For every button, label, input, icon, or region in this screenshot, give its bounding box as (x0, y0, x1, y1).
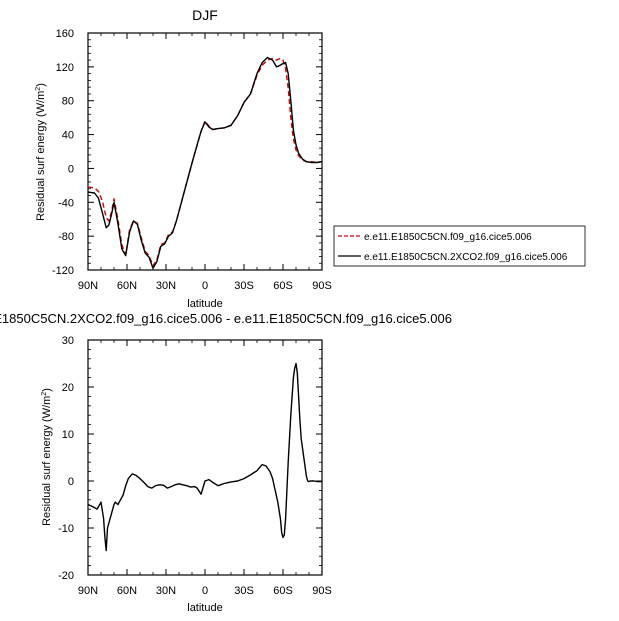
chart-bottom-xtick-label: 30N (156, 585, 176, 597)
chart-bottom-xtick-label: 60N (117, 585, 137, 597)
chart-top-xtick-label: 90S (312, 280, 332, 292)
chart-top-xtick-label: 60S (273, 280, 293, 292)
chart-top-ylabel-close: ) (35, 83, 47, 87)
chart-top-ylabel-sup: 2 (35, 87, 42, 91)
chart-top-ylabel: Residual surf energy (W/m2) (35, 83, 47, 221)
chart-top-ytick-label: 40 (62, 130, 74, 142)
chart-top: DJF 90N 60N 30N 0 30S 60S 90S -120 -80 -40 0 40 80 12… (35, 7, 332, 310)
chart-top-series-group (88, 56, 322, 269)
chart-top-series-line-0 (88, 57, 322, 267)
chart-bottom-ylabel: Residual surf energy (W/m2) (41, 388, 53, 526)
chart-bottom-series-line-0 (88, 362, 322, 552)
chart-bottom-plot-frame (87, 339, 323, 576)
chart-bottom-ytick-label: -10 (58, 523, 74, 535)
chart-bottom-xtick-label: 90S (312, 585, 332, 597)
chart-top-xtick-label: 30S (234, 280, 254, 292)
chart-bottom-xtick-label: 90N (78, 585, 98, 597)
chart-top-ticks: 90N 60N 30N 0 30S 60S 90S -120 -80 -40 0 40 80 120 160 (52, 28, 332, 292)
chart-bottom-xtick-label: 30S (234, 585, 254, 597)
chart-top-ytick-label: -120 (52, 265, 74, 277)
chart-bottom-series-group (88, 362, 322, 552)
chart-top-xtick-label: 0 (202, 280, 208, 292)
chart-bottom: e.e11.E1850C5CN.2XCO2.f09_g16.cice5.006 … (0, 311, 452, 614)
chart-bottom-ytick-label: 0 (68, 476, 74, 488)
chart-top-ytick-label: 160 (56, 28, 74, 40)
chart-top-xtick-label: 30N (156, 280, 176, 292)
legend-label-2xco2: e.e11.E1850C5CN.2XCO2.f09_g16.cice5.006 (364, 252, 568, 263)
chart-bottom-title: e.e11.E1850C5CN.2XCO2.f09_g16.cice5.006 … (0, 311, 452, 326)
legend-box (333, 225, 586, 267)
legend-label-control: e.e11.E1850C5CN.f09_g16.cice5.006 (364, 232, 532, 243)
chart-top-xtick-label: 90N (78, 280, 98, 292)
chart-bottom-ytick-label: 10 (62, 429, 74, 441)
chart-bottom-ylabel-sup: 2 (41, 392, 48, 396)
chart-bottom-ylabel-close: ) (41, 388, 53, 392)
chart-top-ytick-label: 80 (62, 96, 74, 108)
chart-bottom-ytick-label: 20 (62, 382, 74, 394)
chart-top-ytick-label: -40 (58, 197, 74, 209)
chart-bottom-ytick-label: -20 (58, 570, 74, 582)
chart-bottom-xtick-label: 0 (202, 585, 208, 597)
chart-top-ytick-label: 120 (56, 62, 74, 74)
chart-bottom-xlabel: latitude (187, 602, 222, 614)
chart-top-ytick-label: 0 (68, 163, 74, 175)
chart-bottom-xtick-label: 60S (273, 585, 293, 597)
chart-top-title: DJF (192, 7, 218, 23)
chart-bottom-ytick-label: 30 (62, 335, 74, 347)
legend: e.e11.E1850C5CN.f09_g16.cice5.006 e.e11.… (333, 225, 586, 267)
chart-top-ytick-label: -80 (58, 231, 74, 243)
chart-top-series-line-1 (88, 56, 322, 269)
chart-bottom-ylabel-text: Residual surf energy (W/m (41, 396, 53, 526)
chart-bottom-ticks: 90N 60N 30N 0 30S 60S 90S -20 -10 0 10 20 30 (58, 335, 332, 597)
chart-top-xtick-label: 60N (117, 280, 137, 292)
chart-top-ylabel-text: Residual surf energy (W/m (35, 91, 47, 221)
chart-top-xlabel: latitude (187, 298, 222, 310)
